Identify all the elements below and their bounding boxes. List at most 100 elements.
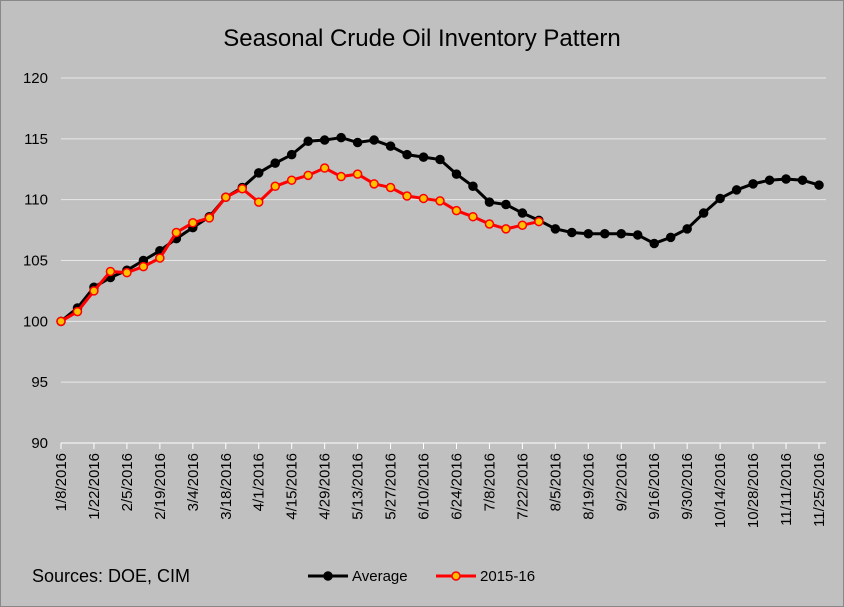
point-marker [319, 135, 330, 145]
series-line [60, 166, 540, 323]
x-tick-label: 2/5/2016 [119, 453, 136, 511]
point-marker [583, 228, 594, 239]
x-tick-label: 3/4/2016 [185, 453, 202, 511]
point-marker [402, 149, 412, 160]
point-marker [336, 132, 346, 143]
y-tick-label: 110 [24, 192, 48, 209]
point-marker [600, 228, 610, 239]
point-marker [122, 267, 132, 278]
point-marker [105, 266, 116, 277]
point-marker [402, 191, 412, 201]
y-tick-label: 120 [23, 70, 48, 87]
point-marker [451, 169, 462, 179]
point-marker [550, 224, 561, 234]
point-marker [567, 227, 577, 238]
x-tick-label: 1/8/2016 [53, 453, 70, 511]
x-tick-label: 5/13/2016 [350, 453, 367, 520]
point-marker [270, 181, 280, 192]
x-tick-label: 1/22/2016 [86, 453, 103, 520]
point-marker [270, 158, 280, 168]
x-tick-label: 2/19/2016 [152, 453, 169, 520]
point-marker [385, 182, 396, 193]
point-marker [253, 197, 264, 207]
point-marker [517, 208, 528, 218]
x-tick-label: 8/5/2016 [547, 453, 564, 511]
point-marker [303, 170, 313, 181]
point-marker [797, 175, 808, 185]
point-marker [155, 253, 165, 263]
point-marker [468, 181, 478, 192]
point-marker [385, 141, 396, 151]
x-tick-label: 10/14/2016 [712, 453, 729, 528]
legend-label: 2015-16 [480, 568, 535, 585]
point-marker [352, 169, 363, 179]
x-tick-label: 4/29/2016 [317, 453, 334, 520]
point-marker [682, 224, 692, 234]
point-marker [731, 185, 742, 195]
point-marker [517, 220, 528, 230]
y-tick-label: 115 [24, 131, 48, 148]
point-marker [665, 232, 676, 243]
point-marker [336, 171, 346, 182]
y-tick-label: 95 [31, 374, 48, 391]
point-marker [616, 228, 627, 239]
point-marker [188, 218, 198, 228]
point-marker [418, 152, 429, 162]
point-marker [698, 208, 709, 218]
point-marker [72, 306, 83, 317]
x-tick-label: 9/16/2016 [646, 453, 663, 520]
point-marker [204, 213, 215, 223]
point-marker [253, 168, 264, 178]
point-marker [468, 211, 478, 222]
point-marker [715, 193, 725, 204]
x-tick-label: 5/27/2016 [383, 453, 400, 520]
x-tick-label: 7/22/2016 [514, 453, 531, 520]
point-marker [649, 238, 659, 249]
legend-marker [323, 571, 333, 581]
point-marker [237, 183, 248, 194]
point-marker [451, 205, 462, 216]
point-marker [89, 286, 99, 296]
point-marker [171, 227, 182, 238]
point-marker [764, 175, 775, 185]
point-marker [501, 224, 511, 234]
x-tick-label: 11/25/2016 [811, 453, 828, 527]
source-note: Sources: DOE, CIM [32, 566, 190, 586]
point-marker [138, 261, 149, 272]
point-marker [484, 219, 495, 229]
x-tick-label: 11/11/2016 [778, 453, 795, 526]
point-marker [286, 175, 297, 185]
x-tick-label: 9/2/2016 [613, 453, 630, 511]
point-marker [369, 179, 379, 189]
y-tick-label: 105 [23, 253, 48, 270]
x-tick-label: 4/1/2016 [251, 453, 268, 511]
point-marker [814, 180, 824, 190]
point-marker [748, 179, 758, 189]
y-tick-label: 100 [23, 313, 48, 330]
point-marker [369, 135, 379, 145]
point-marker [303, 136, 313, 147]
x-tick-label: 6/10/2016 [416, 453, 433, 520]
point-marker [632, 230, 643, 240]
point-marker [435, 196, 445, 206]
point-marker [352, 137, 363, 148]
chart-title: Seasonal Crude Oil Inventory Pattern [223, 25, 621, 52]
point-marker [484, 197, 495, 207]
x-tick-label: 3/18/2016 [218, 453, 235, 520]
x-tick-label: 6/24/2016 [448, 453, 465, 520]
x-tick-label: 9/30/2016 [679, 453, 696, 520]
point-marker [286, 149, 297, 160]
point-marker [534, 216, 544, 227]
y-tick-label: 90 [31, 435, 48, 452]
point-marker [781, 174, 791, 184]
point-marker [221, 192, 231, 202]
point-marker [56, 316, 66, 327]
point-marker [319, 163, 330, 173]
x-tick-label: 10/28/2016 [745, 453, 762, 528]
x-tick-label: 4/15/2016 [284, 453, 301, 520]
point-marker [418, 193, 429, 204]
point-marker [435, 154, 445, 165]
legend-marker [451, 571, 461, 581]
x-tick-label: 8/19/2016 [580, 453, 597, 520]
